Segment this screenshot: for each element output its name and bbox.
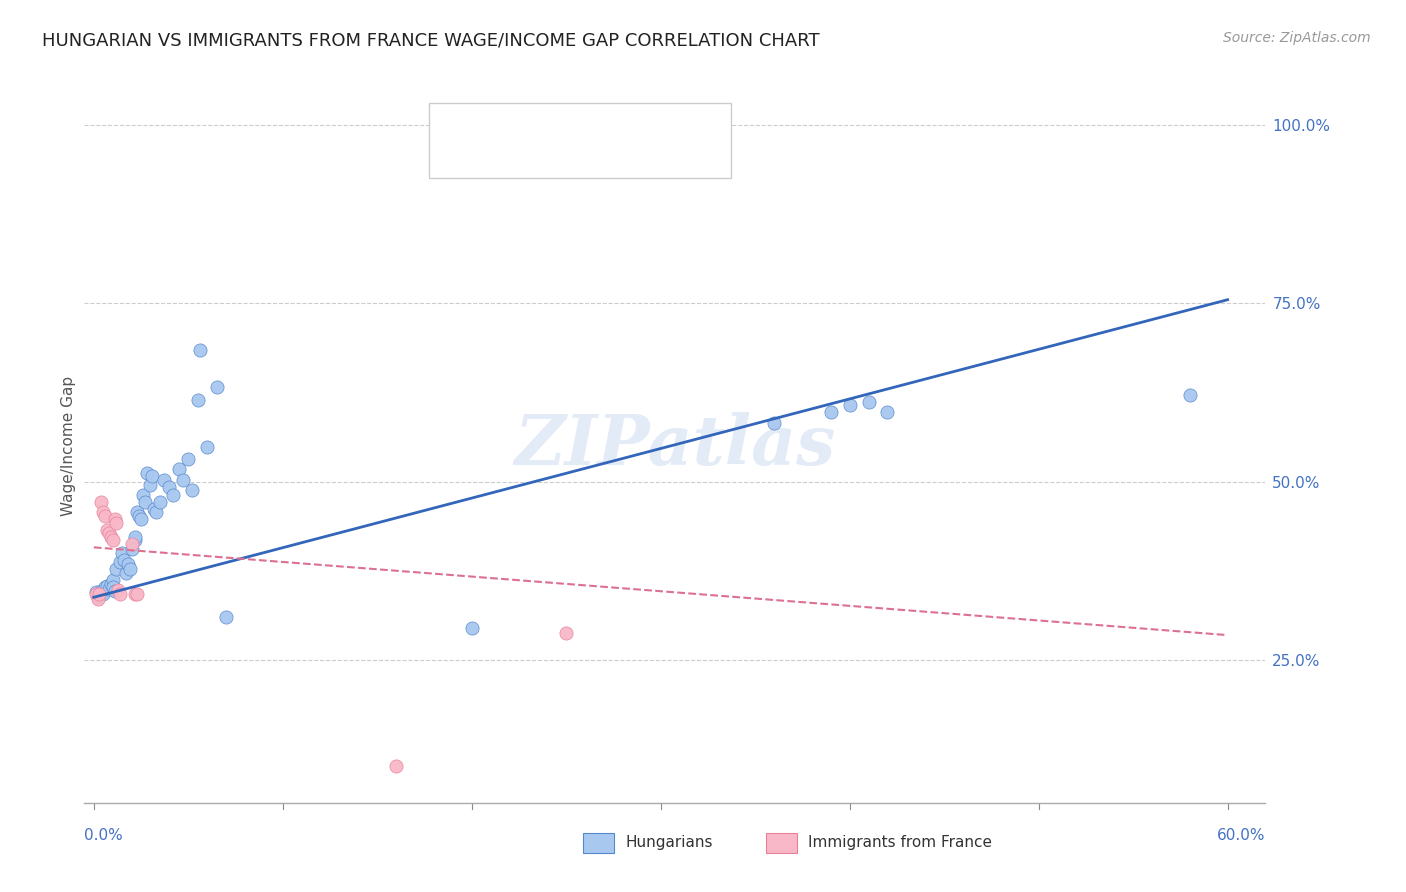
Point: [96, 523, 118, 537]
Text: 60.0%: 60.0%: [1218, 828, 1265, 843]
Point: [188, 343, 211, 357]
Point: [172, 473, 194, 487]
Point: [86, 587, 108, 601]
Point: [107, 583, 129, 598]
Point: [149, 494, 172, 508]
Point: [121, 542, 143, 557]
Point: [101, 573, 124, 587]
Point: [128, 508, 150, 523]
Point: [84, 587, 107, 601]
Point: [134, 494, 156, 508]
Text: Hungarians: Hungarians: [626, 836, 713, 850]
Point: [89, 589, 111, 603]
Text: R =  0.602: R = 0.602: [481, 115, 569, 133]
Point: [90, 583, 112, 598]
Point: [110, 587, 132, 601]
Point: [124, 530, 146, 544]
Point: [127, 587, 149, 601]
Point: [195, 441, 218, 455]
Point: [129, 512, 152, 526]
Point: [141, 469, 163, 483]
Point: [124, 533, 146, 548]
Point: [124, 587, 146, 601]
Point: [838, 398, 860, 412]
FancyBboxPatch shape: [441, 112, 468, 136]
Point: [91, 505, 114, 519]
Point: [104, 512, 127, 526]
Point: [152, 473, 174, 487]
Point: [385, 758, 408, 772]
Point: [555, 626, 578, 640]
Point: [100, 576, 122, 591]
Point: [181, 483, 204, 498]
Point: [90, 494, 112, 508]
Point: [876, 405, 898, 419]
Point: [105, 516, 128, 530]
Point: [101, 580, 124, 594]
Point: [127, 505, 149, 519]
Point: [820, 405, 842, 419]
Point: [100, 530, 122, 544]
Point: [104, 583, 127, 598]
Point: [91, 587, 114, 601]
Point: [145, 505, 167, 519]
Point: [110, 555, 132, 569]
Point: [461, 621, 484, 635]
Point: [215, 610, 238, 624]
Text: ZIPatlas: ZIPatlas: [515, 412, 835, 480]
Point: [112, 553, 135, 567]
Point: [86, 591, 108, 605]
Point: [101, 533, 124, 548]
Point: [139, 478, 162, 492]
Point: [96, 579, 118, 593]
Point: [115, 566, 138, 580]
Point: [94, 508, 117, 523]
Text: Immigrants from France: Immigrants from France: [808, 836, 993, 850]
Point: [105, 562, 128, 576]
Point: [90, 586, 112, 600]
Point: [89, 587, 111, 601]
Text: N = 19: N = 19: [616, 148, 675, 166]
Point: [132, 487, 155, 501]
Point: [86, 592, 108, 607]
Point: [187, 392, 209, 407]
Y-axis label: Wage/Income Gap: Wage/Income Gap: [60, 376, 76, 516]
Point: [205, 380, 228, 394]
Point: [135, 466, 157, 480]
FancyBboxPatch shape: [441, 145, 468, 169]
Point: [84, 585, 107, 599]
Point: [162, 487, 184, 501]
Point: [763, 416, 786, 430]
Point: [117, 557, 139, 571]
Point: [111, 546, 134, 560]
Text: HUNGARIAN VS IMMIGRANTS FROM FRANCE WAGE/INCOME GAP CORRELATION CHART: HUNGARIAN VS IMMIGRANTS FROM FRANCE WAGE…: [42, 31, 820, 49]
Point: [143, 501, 166, 516]
Point: [97, 526, 120, 541]
Text: 0.0%: 0.0%: [84, 828, 124, 843]
Point: [157, 480, 180, 494]
Text: N = 49: N = 49: [616, 115, 673, 133]
Point: [167, 462, 190, 476]
Point: [97, 582, 120, 596]
Point: [121, 537, 143, 551]
Point: [94, 580, 117, 594]
Point: [858, 394, 880, 409]
Point: [1178, 387, 1201, 401]
Text: Source: ZipAtlas.com: Source: ZipAtlas.com: [1223, 31, 1371, 45]
Point: [177, 451, 200, 466]
Text: R = -0.072: R = -0.072: [481, 148, 569, 166]
Point: [118, 562, 141, 576]
